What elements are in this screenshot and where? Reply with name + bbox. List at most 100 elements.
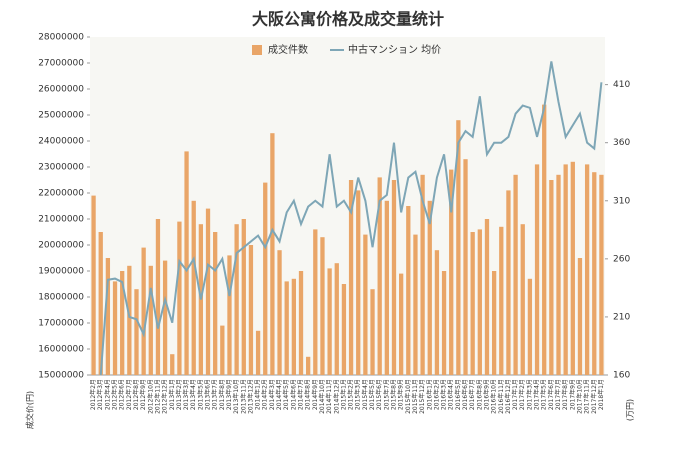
x-tick-label: 2014年7月 [297,379,305,410]
bar [556,174,561,375]
x-tick-label: 2015年10月 [404,379,412,414]
x-tick-label: 2012年4月 [103,379,111,410]
bar [298,271,304,375]
y-tick-label: 22000000 [38,189,84,199]
bar [577,258,583,375]
x-tick-label: 2015年11月 [411,379,419,414]
y-axis-label: 成交价(円) [25,391,35,429]
bar [363,234,368,375]
x-tick-label: 2013年5月 [196,379,204,410]
bar [520,224,525,375]
x-tick-label: 2017年12月 [590,379,598,414]
bar [570,161,575,375]
x-tick-label: 2016年7月 [468,379,476,410]
x-tick-label: 2017年1月 [511,379,519,410]
x-tick-label: 2017年8月 [561,379,569,410]
y-tick-label: 28000000 [38,33,84,43]
x-tick-label: 2012年9月 [139,379,147,410]
bar [384,200,389,375]
x-tick-label: 2012年5月 [111,379,119,410]
x-tick-label: 2013年2月 [175,379,183,410]
x-tick-label: 2014年5月 [282,379,290,410]
y2-tick-label: 260 [613,254,630,264]
bar [134,289,139,375]
bar [527,278,533,375]
bar [98,232,103,375]
x-tick-label: 2013年3月 [182,379,190,410]
bar [234,224,239,375]
x-tick-label: 2014年12月 [332,379,340,414]
x-tick-label: 2014年9月 [311,379,319,410]
y-tick-label: 17000000 [38,319,84,329]
x-tick-label: 2012年12月 [161,379,169,414]
bar [127,265,132,375]
bar [313,229,318,375]
x-tick-label: 2013年4月 [189,379,197,410]
y-tick-label: 15000000 [38,371,84,381]
bar [377,177,382,375]
bar [449,169,454,375]
x-tick-label: 2013年8月 [218,379,226,410]
bar [148,265,153,375]
y-tick-label: 20000000 [38,241,84,251]
x-tick-label: 2014年10月 [318,379,326,414]
bar [227,255,232,375]
bar [205,208,211,375]
bar [484,219,490,375]
bar [420,174,425,375]
x-tick-label: 2017年4月 [533,379,541,410]
bar [334,263,339,375]
bar [284,281,289,375]
bar [477,229,482,375]
bar [534,164,540,375]
x-tick-label: 2014年4月 [275,379,283,410]
x-tick-label: 2017年6月 [547,379,555,410]
x-tick-label: 2015年8月 [389,379,397,410]
bar [241,219,246,375]
bar [513,174,518,375]
bar [184,151,189,375]
y2-tick-label: 410 [613,80,630,90]
bar [263,182,268,375]
x-tick-label: 2015年1月 [339,379,347,410]
y2-tick-label: 360 [613,138,630,148]
x-tick-label: 2016年4月 [447,379,455,410]
bar [463,159,468,375]
x-tick-label: 2013年9月 [225,379,233,410]
x-tick-label: 2012年10月 [146,379,154,414]
bar [291,278,296,375]
bar [255,330,261,375]
y-tick-label: 26000000 [38,85,84,95]
bar [220,325,225,375]
x-tick-label: 2016年10月 [490,379,498,414]
bar [413,234,418,375]
y-tick-label: 27000000 [38,59,84,69]
bar [592,172,597,375]
x-tick-label: 2014年2月 [261,379,269,410]
x-tick-label: 2017年5月 [540,379,548,410]
bar [112,281,118,375]
legend-label: 成交件数 [268,43,308,56]
bar [306,356,311,375]
bar [427,200,432,375]
bar [456,120,461,375]
x-tick-label: 2015年5月 [368,379,376,410]
y2-tick-label: 210 [613,312,630,322]
bar [270,133,275,375]
chart-title: 大阪公寓价格及成交量统计 [252,10,444,29]
x-tick-label: 2018年1月 [597,379,605,410]
bar [141,247,146,375]
y-tick-label: 24000000 [38,137,84,147]
bar [177,221,182,375]
x-tick-label: 2013年6月 [204,379,212,410]
bar [327,268,332,375]
bar [491,271,497,375]
x-tick-label: 2014年3月 [268,379,276,410]
x-tick-label: 2014年6月 [289,379,297,410]
bar [563,164,568,375]
x-tick-label: 2014年8月 [304,379,312,410]
bar [584,164,590,375]
bar [348,180,354,375]
x-tick-label: 2016年6月 [461,379,469,410]
